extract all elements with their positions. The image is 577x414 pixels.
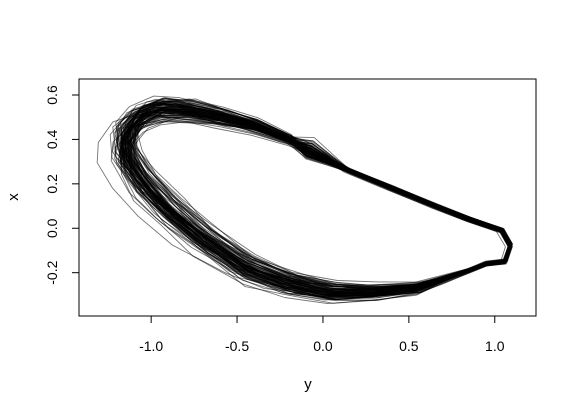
trajectory-line bbox=[120, 101, 511, 288]
trajectory-line bbox=[128, 106, 512, 291]
x-tick-label: 0.5 bbox=[399, 338, 419, 354]
trajectory-line bbox=[127, 100, 512, 290]
trajectory-line bbox=[130, 111, 513, 295]
trajectory-line bbox=[118, 100, 511, 290]
y-axis-title: x bbox=[5, 193, 22, 201]
y-tick-label: 0.6 bbox=[44, 85, 60, 105]
trajectory-line bbox=[129, 103, 512, 290]
trajectory-line bbox=[115, 104, 510, 288]
x-tick-label: -1.0 bbox=[139, 338, 163, 354]
trajectory-line bbox=[135, 100, 513, 288]
trajectory-line bbox=[136, 103, 513, 293]
trajectory-line bbox=[126, 108, 512, 296]
trajectory-line bbox=[124, 121, 512, 304]
trajectory-line bbox=[127, 108, 512, 293]
trajectory-line bbox=[134, 102, 513, 290]
trajectory-line bbox=[126, 103, 512, 291]
trajectory-line bbox=[123, 103, 511, 293]
trajectory-line bbox=[131, 102, 512, 289]
y-tick-label: -0.2 bbox=[44, 260, 60, 284]
trajectory-line bbox=[128, 110, 512, 297]
trajectory-line bbox=[120, 101, 510, 289]
y-tick-label: 0.4 bbox=[44, 129, 60, 149]
trajectory-line bbox=[133, 98, 513, 287]
trajectory-line bbox=[124, 97, 512, 288]
trajectory-line bbox=[126, 102, 511, 291]
trajectory-line bbox=[126, 102, 511, 289]
x-tick-label: 1.0 bbox=[485, 338, 505, 354]
trajectory-line bbox=[128, 98, 511, 288]
trajectory-line bbox=[128, 106, 512, 293]
trajectory-line bbox=[127, 107, 511, 295]
plot-frame bbox=[78, 78, 537, 317]
trajectory-line bbox=[133, 107, 513, 294]
trajectory-line bbox=[128, 111, 512, 297]
trajectory-line bbox=[115, 95, 510, 286]
trajectory-line bbox=[124, 109, 511, 296]
trajectory-line bbox=[120, 98, 511, 291]
trajectory-line bbox=[127, 100, 512, 292]
x-tick-label: -0.5 bbox=[225, 338, 249, 354]
trajectory-line bbox=[131, 113, 513, 298]
trajectory-line bbox=[122, 103, 511, 291]
trajectory-line bbox=[128, 111, 512, 297]
trajectory-line bbox=[131, 105, 513, 293]
x-axis-title: y bbox=[304, 376, 312, 393]
y-axis: -0.2 0.0 0.2 0.4 0.6 bbox=[44, 85, 79, 285]
trajectory-line bbox=[123, 97, 512, 291]
trajectory-line bbox=[132, 105, 512, 295]
y-tick-label: 0.0 bbox=[44, 218, 60, 238]
trajectory-line bbox=[123, 101, 511, 290]
x-tick-label: 0.0 bbox=[313, 338, 333, 354]
x-axis: -1.0 -0.5 0.0 0.5 1.0 bbox=[139, 316, 505, 354]
trajectory-line bbox=[129, 98, 512, 288]
trajectory-line bbox=[122, 107, 511, 296]
trajectory-line bbox=[127, 97, 512, 287]
trajectory-lines bbox=[96, 95, 513, 305]
y-tick-label: 0.2 bbox=[44, 174, 60, 194]
trajectory-line bbox=[136, 100, 513, 289]
trajectory-line bbox=[124, 108, 511, 293]
trajectory-line bbox=[133, 110, 512, 293]
